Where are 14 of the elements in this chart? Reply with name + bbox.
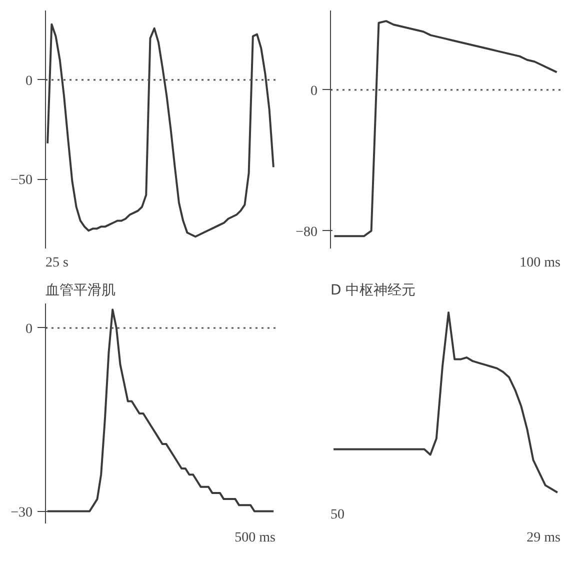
y-tick-label: −50 [10,173,33,188]
y-tick-label: 0 [310,84,318,99]
text: 100 ms [520,256,561,270]
y-tick-label: −80 [296,224,318,240]
y-tick-label: −30 [10,505,33,520]
y-tick-label: 0 [26,322,32,337]
text: 500 ms [234,530,276,546]
text: 29 ms [526,530,561,546]
chart-title: 血管平滑肌 [46,282,116,298]
line-series [333,20,558,238]
chart-title: D 中枢神经元 [330,282,416,298]
y-tick-label: 0 [26,74,32,89]
text: 50 [330,508,344,522]
text: 25 s [46,256,68,270]
